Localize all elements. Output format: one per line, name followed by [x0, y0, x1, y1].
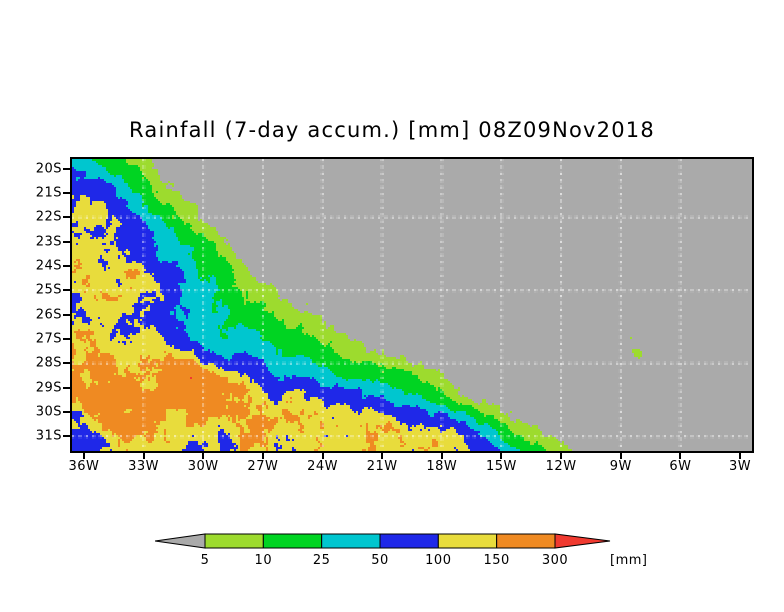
y-tick-mark	[63, 240, 70, 243]
x-tick-mark	[560, 453, 563, 459]
colorbar-tick-label: 100	[425, 553, 452, 568]
x-tick-mark	[381, 453, 384, 459]
colorbar-tick-label: 50	[371, 553, 389, 568]
x-tick-label: 3W	[729, 459, 752, 474]
y-tick-mark	[63, 289, 70, 292]
y-tick-mark	[63, 167, 70, 170]
colorbar-tick-label: 300	[541, 553, 569, 568]
x-tick-mark	[440, 453, 443, 459]
x-tick-label: 6W	[669, 459, 692, 474]
x-tick-label: 18W	[426, 459, 458, 474]
colorbar-bin	[321, 533, 381, 549]
x-tick-mark	[142, 453, 145, 459]
x-tick-mark	[679, 453, 682, 459]
colorbar-tick-label: 10	[254, 553, 273, 568]
x-tick-mark	[500, 453, 503, 459]
x-tick-mark	[321, 453, 324, 459]
colorbar-bin	[204, 533, 264, 549]
y-tick-mark	[63, 216, 70, 219]
x-tick-label: 27W	[247, 459, 279, 474]
x-tick-label: 30W	[187, 459, 219, 474]
colorbar-bin	[379, 533, 439, 549]
y-tick-label: 27S	[35, 331, 62, 347]
x-tick-label: 21W	[366, 459, 398, 474]
y-tick-label: 30S	[35, 404, 62, 420]
x-tick-label: 12W	[545, 459, 577, 474]
y-tick-label: 25S	[35, 282, 62, 298]
y-tick-mark	[63, 411, 70, 414]
x-tick-label: 33W	[128, 459, 160, 474]
y-tick-mark	[63, 338, 70, 341]
y-tick-label: 20S	[35, 161, 62, 177]
x-tick-mark	[202, 453, 205, 459]
x-tick-label: 15W	[486, 459, 517, 474]
y-axis: 20S 21S 22S 23S 24S 25S 26S 27S 28S 29S 30S 31S	[0, 0, 70, 612]
colorbar-bin	[437, 533, 498, 549]
x-tick-mark	[619, 453, 622, 459]
colorbar-bin	[262, 533, 323, 549]
y-tick-label: 28S	[35, 355, 62, 371]
y-tick-mark	[63, 435, 70, 438]
y-tick-mark	[63, 313, 70, 316]
y-tick-label: 29S	[35, 380, 62, 396]
y-tick-label: 31S	[35, 428, 62, 444]
colorbar-bin	[496, 533, 556, 549]
y-tick-label: 23S	[35, 234, 62, 250]
colorbar-tick-label: 25	[312, 553, 331, 568]
y-tick-mark	[63, 362, 70, 365]
page-title: Rainfall (7-day accum.) [mm] 08Z09Nov201…	[129, 118, 655, 142]
y-tick-label: 22S	[35, 209, 62, 225]
y-tick-mark	[63, 192, 70, 195]
rainfall-raster	[72, 159, 752, 451]
colorbar-tick-label: 150	[483, 553, 510, 568]
x-tick-mark	[82, 453, 85, 459]
colorbar-swatches	[155, 533, 611, 549]
x-tick-label: 36W	[68, 459, 100, 474]
colorbar-tick-label: 5	[200, 553, 210, 568]
x-tick-label: 24W	[307, 459, 338, 474]
y-tick-label: 26S	[35, 307, 62, 323]
y-tick-label: 24S	[35, 258, 62, 274]
y-tick-mark	[63, 386, 70, 389]
colorbar-bin-over	[554, 533, 611, 549]
colorbar-unit-label: [mm]	[610, 553, 648, 568]
x-tick-mark	[261, 453, 264, 459]
y-tick-label: 21S	[35, 185, 62, 201]
x-tick-mark	[739, 453, 742, 459]
map-plot-area	[70, 157, 754, 453]
colorbar-bin-under	[155, 533, 206, 549]
y-tick-mark	[63, 265, 70, 268]
x-tick-label: 9W	[609, 459, 632, 474]
